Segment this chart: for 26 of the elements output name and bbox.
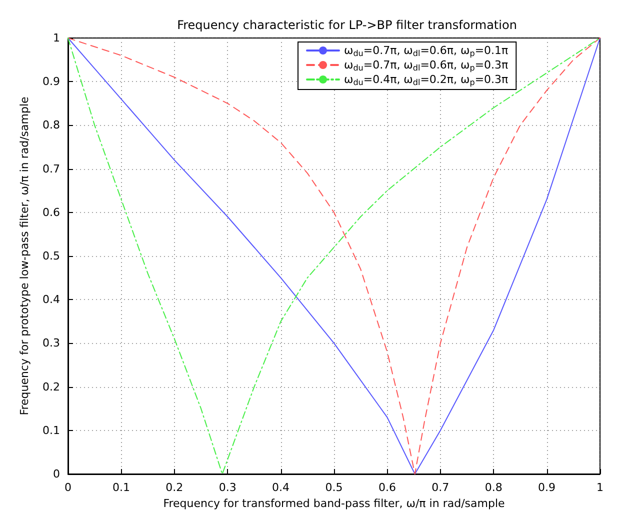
y-tick-label: 0.3 <box>42 336 60 350</box>
x-tick-label: 0.7 <box>432 481 450 494</box>
y-tick-label: 0.6 <box>42 206 60 219</box>
x-tick-label: 0.9 <box>538 481 556 494</box>
y-tick-label: 0.5 <box>42 250 60 262</box>
y-tick-label: 0.2 <box>42 380 60 394</box>
x-tick-label: 1 <box>596 481 604 494</box>
y-tick-label: 0.4 <box>42 293 60 306</box>
x-tick-label: 0.5 <box>325 481 343 494</box>
x-tick-label: 0.3 <box>218 481 236 494</box>
x-tick-label: 0 <box>64 481 72 494</box>
chart-title: Frequency characteristic for LP->BP filter transformation <box>177 18 517 32</box>
y-tick-label: 0.1 <box>42 424 60 437</box>
x-tick-label: 0.4 <box>272 481 290 494</box>
y-axis-title: Frequency for prototype low-pass filter, ω/π in rad/sample <box>18 96 31 416</box>
x-tick-label: 0.1 <box>112 481 130 494</box>
x-axis-title: Frequency for transformed band-pass filter, ω/π in rad/sample <box>163 497 505 510</box>
y-tick-label: 0.7 <box>42 162 60 176</box>
y-tick-label: 0 <box>53 468 60 480</box>
line-series <box>68 38 600 474</box>
x-tick-label: 0.2 <box>166 481 184 494</box>
x-tick-label: 0.8 <box>484 481 502 494</box>
y-tick-label: 0.8 <box>42 118 60 132</box>
y-tick-label: 1 <box>53 32 60 44</box>
x-tick-label: 0.6 <box>378 481 396 494</box>
y-tick-label: 0.9 <box>42 75 60 88</box>
